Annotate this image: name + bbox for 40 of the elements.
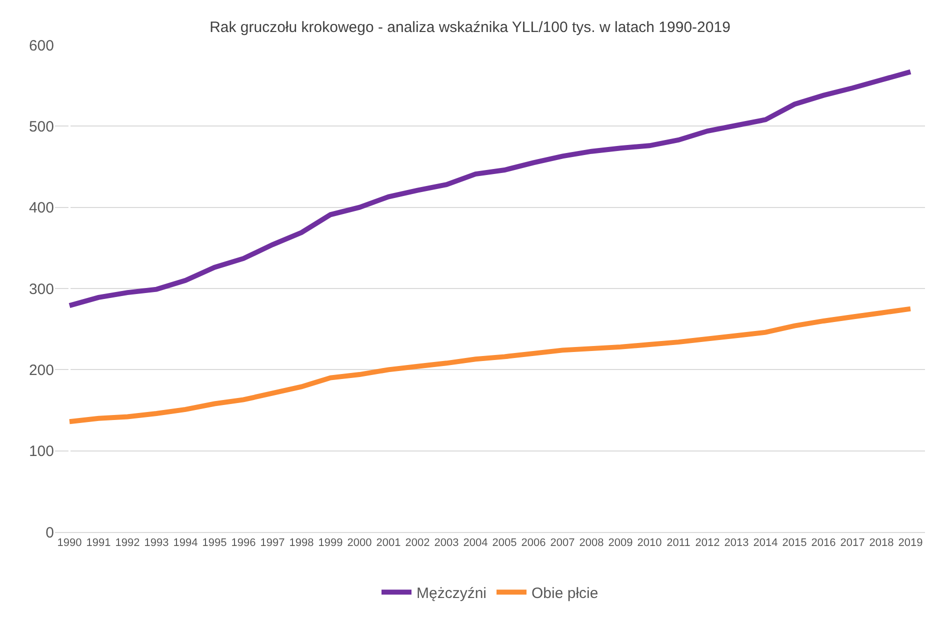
x-tick-label: 2015 xyxy=(782,537,807,550)
x-tick-label: 2011 xyxy=(666,537,690,550)
x-tick-label: 2006 xyxy=(521,537,546,550)
y-tick-label: 300 xyxy=(28,280,54,298)
y-tick-label: 400 xyxy=(28,200,54,217)
x-tick-label: 2018 xyxy=(869,537,894,550)
x-tick-label: 2016 xyxy=(811,537,836,550)
y-tick-label: 600 xyxy=(28,37,54,54)
legend-label: Obie płcie xyxy=(532,584,598,602)
x-tick-label: 1997 xyxy=(260,537,285,550)
x-tick-label: 2003 xyxy=(434,537,459,550)
x-tick-label: 1990 xyxy=(57,537,82,550)
chart-title: Rak gruczołu krokowego - analiza wskaźnika YLL/100 tys. w latach 1990-2019 xyxy=(210,19,730,36)
x-tick-label: 2014 xyxy=(753,537,778,550)
x-tick-label: 2008 xyxy=(579,537,604,550)
y-tick-label: 200 xyxy=(28,362,54,379)
y-tick-label: 0 xyxy=(46,524,54,542)
x-tick-label: 2004 xyxy=(463,537,488,550)
x-tick-label: 2005 xyxy=(492,537,517,550)
x-tick-label: 2019 xyxy=(898,537,923,550)
y-tick-label: 100 xyxy=(28,443,54,460)
x-tick-label: 1993 xyxy=(144,537,169,550)
x-tick-label: 1995 xyxy=(202,537,227,550)
x-tick-label: 1999 xyxy=(318,537,343,550)
x-tick-label: 2013 xyxy=(724,537,749,550)
x-tick-label: 2012 xyxy=(695,537,720,550)
x-tick-label: 1991 xyxy=(86,537,111,550)
x-tick-label: 2007 xyxy=(550,537,575,550)
x-tick-label: 2001 xyxy=(376,537,401,550)
x-tick-label: 1992 xyxy=(115,537,140,550)
y-tick-label: 500 xyxy=(28,118,54,136)
x-tick-label: 1996 xyxy=(231,537,256,550)
x-tick-label: 2010 xyxy=(637,537,662,550)
legend-label: Mężczyźni xyxy=(416,584,487,602)
x-tick-label: 2002 xyxy=(405,537,430,550)
x-tick-label: 1998 xyxy=(289,537,314,550)
x-tick-label: 2017 xyxy=(840,537,865,550)
x-tick-label: 2009 xyxy=(608,537,633,550)
x-tick-label: 2000 xyxy=(347,537,372,550)
x-tick-label: 1994 xyxy=(173,537,198,550)
